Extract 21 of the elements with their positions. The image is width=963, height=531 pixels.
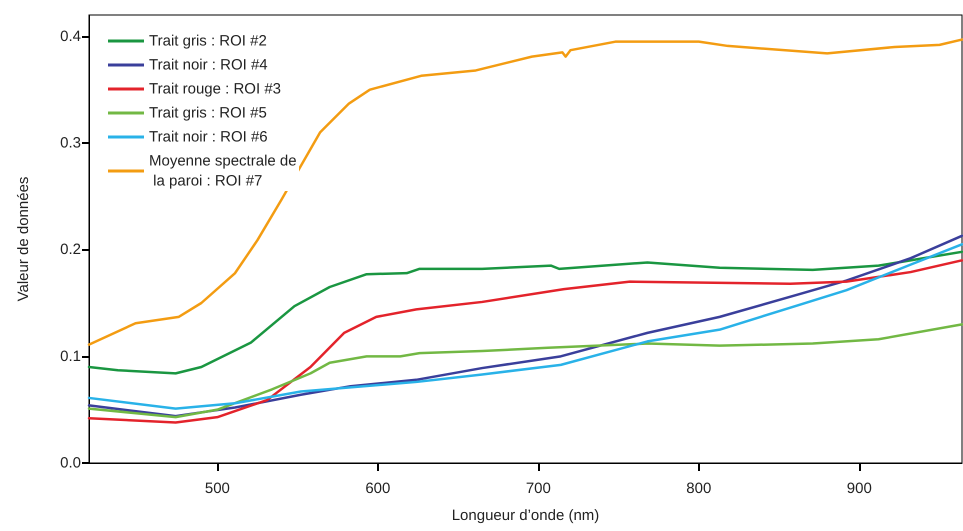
y-axis-title: Valeur de données xyxy=(15,176,32,302)
x-tick-label: 800 xyxy=(686,480,712,497)
x-tick-label: 500 xyxy=(204,480,230,497)
x-tick-label: 700 xyxy=(526,480,551,497)
legend-label: Trait gris : ROI #5 xyxy=(149,104,267,122)
x-tick-label: 600 xyxy=(365,480,390,497)
line-series xyxy=(88,323,963,418)
y-tick-label: 0.2 xyxy=(60,241,81,258)
x-axis-title: Longueur d’onde (nm) xyxy=(452,507,600,524)
line-series xyxy=(88,250,963,375)
y-tick-label: 0.4 xyxy=(60,28,81,45)
legend-label: Trait rouge : ROI #3 xyxy=(149,80,281,98)
legend-label: Trait noir : ROI #6 xyxy=(149,128,268,146)
line-series xyxy=(88,259,963,424)
y-tick-label: 0.3 xyxy=(60,134,81,152)
y-tick-label: 0.0 xyxy=(60,454,81,472)
x-tick-label: 900 xyxy=(846,480,872,497)
legend-label: Trait noir : ROI #4 xyxy=(149,56,268,74)
legend-label: Moyenne spectrale de la paroi : ROI #7 xyxy=(149,152,297,190)
y-tick-label: 0.1 xyxy=(60,348,81,365)
legend-label: Trait gris : ROI #2 xyxy=(149,32,267,50)
